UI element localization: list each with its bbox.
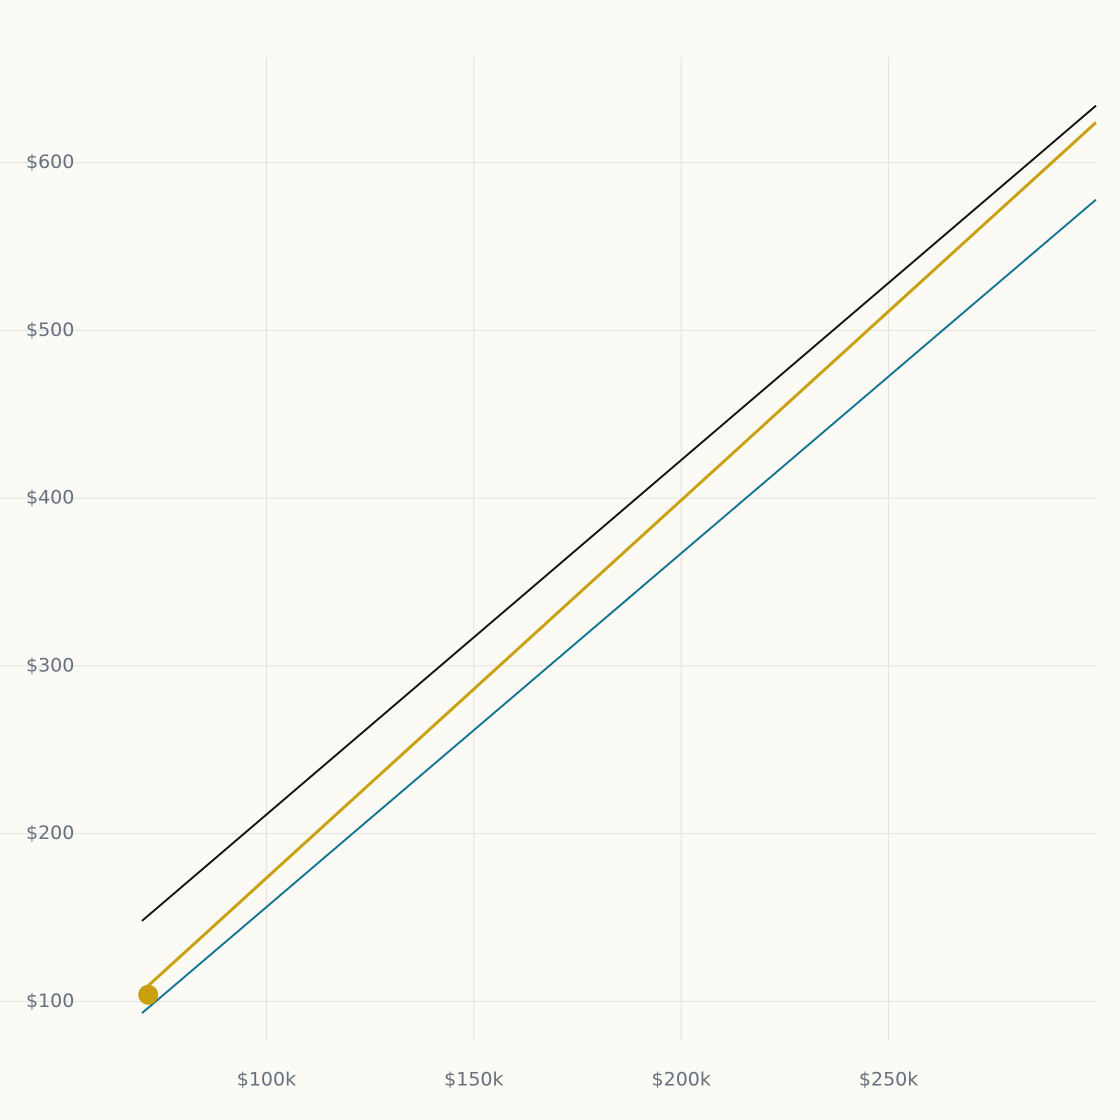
line — [140, 121, 1098, 993]
line — [141, 104, 1097, 922]
y-tick-label: $300 — [26, 654, 74, 676]
y-tick-label: $100 — [26, 990, 74, 1012]
highlight-point — [138, 984, 159, 1005]
y-tick-label: $400 — [26, 487, 74, 509]
x-tick-label: $250k — [859, 1069, 918, 1091]
y-tick-label: $600 — [26, 151, 74, 173]
x-tick-label: $200k — [652, 1069, 711, 1091]
y-tick-label: $200 — [26, 822, 74, 844]
x-tick-label: $100k — [237, 1069, 296, 1091]
line — [141, 198, 1097, 1014]
x-tick-label: $150k — [444, 1069, 503, 1091]
y-tick-label: $500 — [26, 319, 74, 341]
